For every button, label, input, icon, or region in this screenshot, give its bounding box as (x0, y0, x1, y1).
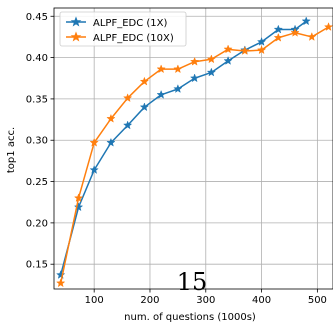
data-point (223, 55, 233, 65)
data-point (139, 76, 150, 86)
data-point (56, 278, 66, 288)
legend-label-1x: ALPF_EDC (1X) (93, 18, 167, 29)
data-point (223, 44, 233, 54)
data-point (89, 165, 99, 174)
data-point (256, 45, 267, 55)
series-1x (56, 16, 311, 279)
data-point (290, 27, 300, 37)
data-point (173, 84, 183, 93)
x-tick-label: 300 (196, 295, 215, 306)
data-point (106, 137, 116, 147)
data-point (173, 64, 183, 74)
data-point (307, 32, 317, 41)
x-tick-label: 500 (308, 295, 327, 306)
data-point (240, 46, 250, 55)
data-point (206, 67, 217, 77)
data-point (189, 73, 200, 83)
y-tick-label: 0.25 (26, 177, 48, 188)
legend-marker-10x (70, 31, 82, 42)
y-tick-label: 0.15 (26, 260, 48, 271)
data-point (56, 270, 66, 279)
data-point (156, 89, 166, 99)
x-axis-label: num. of questions (1000s) (124, 312, 256, 323)
grid-lines (54, 8, 333, 289)
series-layer (56, 16, 333, 288)
data-point (206, 54, 217, 64)
y-axis-label: top1 acc. (6, 127, 17, 173)
series-line (59, 26, 329, 284)
x-tick-label: 100 (85, 295, 104, 306)
x-tick-label: 400 (252, 295, 271, 306)
data-point (301, 16, 311, 26)
data-point (273, 24, 283, 34)
data-point (156, 64, 166, 74)
y-tick-label: 0.30 (26, 136, 48, 147)
series-10x (56, 22, 333, 288)
legend: ALPF_EDC (1X) ALPF_EDC (10X) (59, 11, 187, 47)
axis-ticks: 100 200 300 400 500 0.15 0.20 0.25 0.30 0.35 0.40 0… (26, 12, 327, 306)
y-tick-label: 0.40 (26, 53, 48, 64)
data-point (73, 202, 84, 212)
y-tick-label: 0.20 (26, 218, 48, 229)
data-point (89, 137, 99, 147)
data-point (273, 32, 283, 42)
legend-box (59, 11, 187, 47)
y-tick-label: 0.35 (26, 94, 48, 105)
data-point (122, 120, 133, 130)
data-point (189, 56, 200, 66)
y-tick-label: 0.45 (26, 12, 48, 23)
data-point (323, 22, 333, 31)
legend-marker-1x (70, 16, 82, 27)
data-point (256, 36, 267, 46)
data-point (106, 113, 116, 123)
data-point (122, 93, 133, 103)
legend-label-10x: ALPF_EDC (10X) (93, 33, 174, 44)
data-point (73, 193, 84, 203)
x-tick-label: 200 (140, 295, 159, 306)
data-point (139, 102, 150, 112)
page-number: 15 (177, 268, 208, 296)
plot-frame (53, 7, 333, 290)
series-line (59, 20, 307, 276)
